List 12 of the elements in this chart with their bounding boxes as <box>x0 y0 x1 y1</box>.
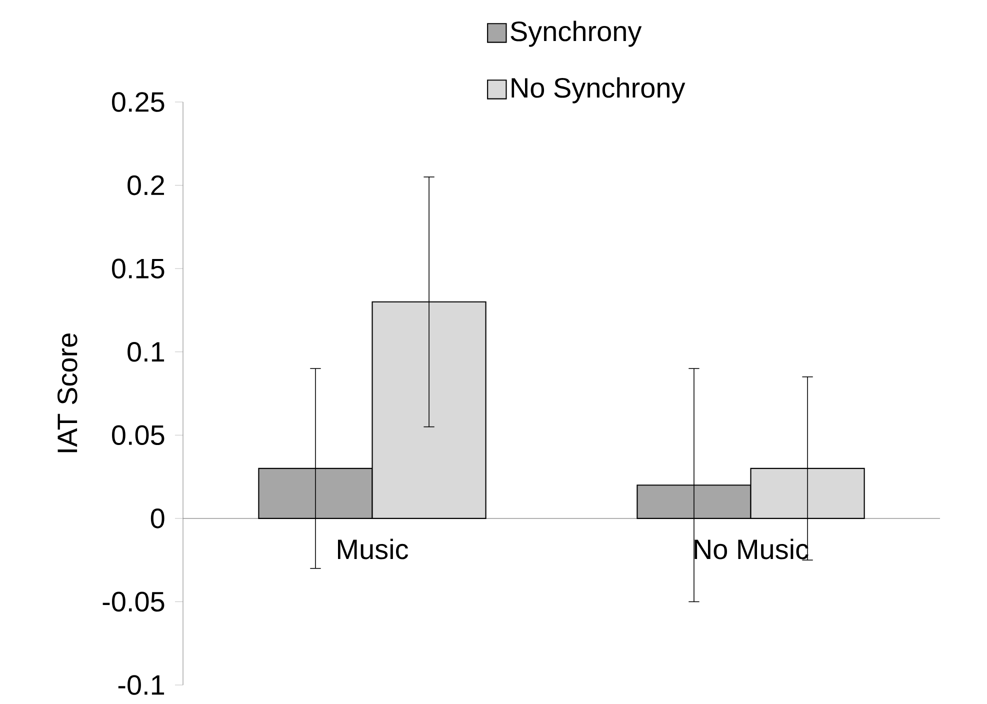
legend-label: Synchrony <box>510 20 642 47</box>
y-tick-label: 0.25 <box>112 92 164 112</box>
y-tick-label: 0.15 <box>112 258 164 278</box>
y-tick-label: 0.2 <box>128 175 164 196</box>
legend-label: No Synchrony <box>512 77 686 104</box>
y-tick-label: -0.05 <box>102 592 164 612</box>
y-tick-label: 0 <box>150 508 164 528</box>
y-tick-label: 0.05 <box>112 425 164 446</box>
y-tick-label: -0.1 <box>118 675 164 695</box>
y-axis-title: IAT Score <box>57 334 78 452</box>
y-tick-label: 0.1 <box>128 342 164 362</box>
x-tick-label: Music <box>338 538 408 560</box>
